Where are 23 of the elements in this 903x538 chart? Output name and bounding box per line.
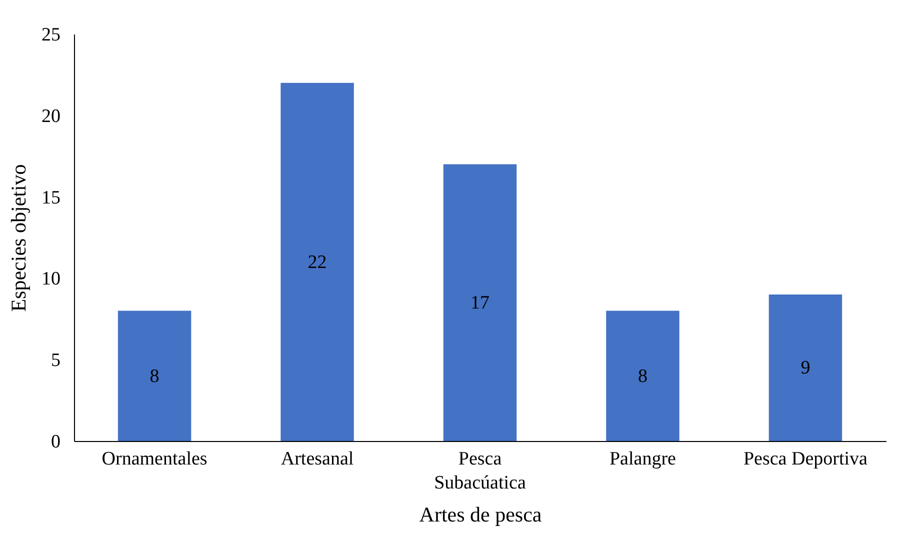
y-tick-label: 0 [51,432,60,452]
bar [280,82,354,441]
data-label: 8 [638,366,648,387]
data-label: 22 [308,252,327,273]
x-axis-title: Artes de pesca [419,502,542,526]
data-label: 8 [150,366,160,387]
data-label: 9 [800,358,810,379]
x-tick-label: Palangre [609,448,676,470]
bar [443,164,517,441]
bar [768,294,842,441]
x-tick-label: Pesca Subacúatica [434,448,526,494]
y-tick-label: 20 [42,106,60,127]
y-tick-label: 15 [42,187,60,208]
data-label: 17 [470,292,490,314]
x-tick-label: Ornamentales [102,448,208,470]
bar [118,310,192,441]
x-tick-label: Pesca Deportiva [743,448,868,470]
y-axis-title: Especies objetivo [6,164,30,312]
y-tick-label: 10 [42,268,60,290]
y-tick-label: 25 [42,24,60,46]
y-tick-label: 5 [51,350,60,372]
bar [606,310,680,441]
x-tick-label: Artesanal [280,448,354,470]
